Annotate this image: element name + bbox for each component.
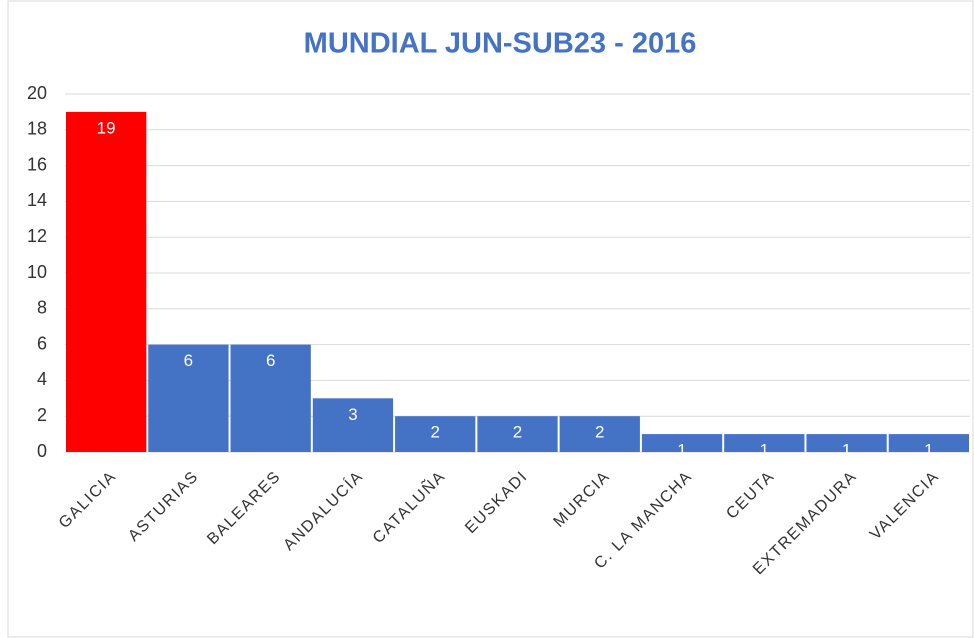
chart-frame xyxy=(7,0,974,638)
bar xyxy=(559,416,640,452)
y-tick-label: 2 xyxy=(37,405,47,425)
bar xyxy=(66,111,147,453)
bar xyxy=(148,344,229,452)
chart-title: MUNDIAL JUN-SUB23 - 2016 xyxy=(304,28,697,60)
data-label: 1 xyxy=(760,441,769,460)
data-label: 1 xyxy=(924,441,933,460)
y-tick-label: 18 xyxy=(27,119,47,139)
bar xyxy=(806,434,887,452)
data-label: 19 xyxy=(97,118,116,137)
y-tick-label: 10 xyxy=(27,262,47,282)
y-tick-label: 16 xyxy=(27,154,47,174)
y-tick-label: 12 xyxy=(27,226,47,246)
data-label: 6 xyxy=(266,351,275,370)
y-tick-label: 8 xyxy=(37,298,47,318)
bar xyxy=(230,344,311,452)
bar xyxy=(641,434,723,452)
data-label: 1 xyxy=(842,441,851,460)
y-tick-label: 14 xyxy=(27,190,47,210)
y-tick-label: 0 xyxy=(37,441,47,461)
y-tick-label: 6 xyxy=(37,333,47,353)
bar xyxy=(724,434,805,452)
y-tick-label: 4 xyxy=(37,369,47,389)
data-label: 2 xyxy=(595,423,604,442)
bar xyxy=(477,416,558,452)
data-label: 3 xyxy=(348,405,357,424)
data-label: 6 xyxy=(184,351,193,370)
data-label: 2 xyxy=(513,423,522,442)
bar xyxy=(888,434,969,452)
data-label: 1 xyxy=(677,441,686,460)
bar xyxy=(312,398,394,452)
data-label: 2 xyxy=(430,423,439,442)
bar xyxy=(395,416,476,452)
y-tick-label: 20 xyxy=(27,83,47,103)
